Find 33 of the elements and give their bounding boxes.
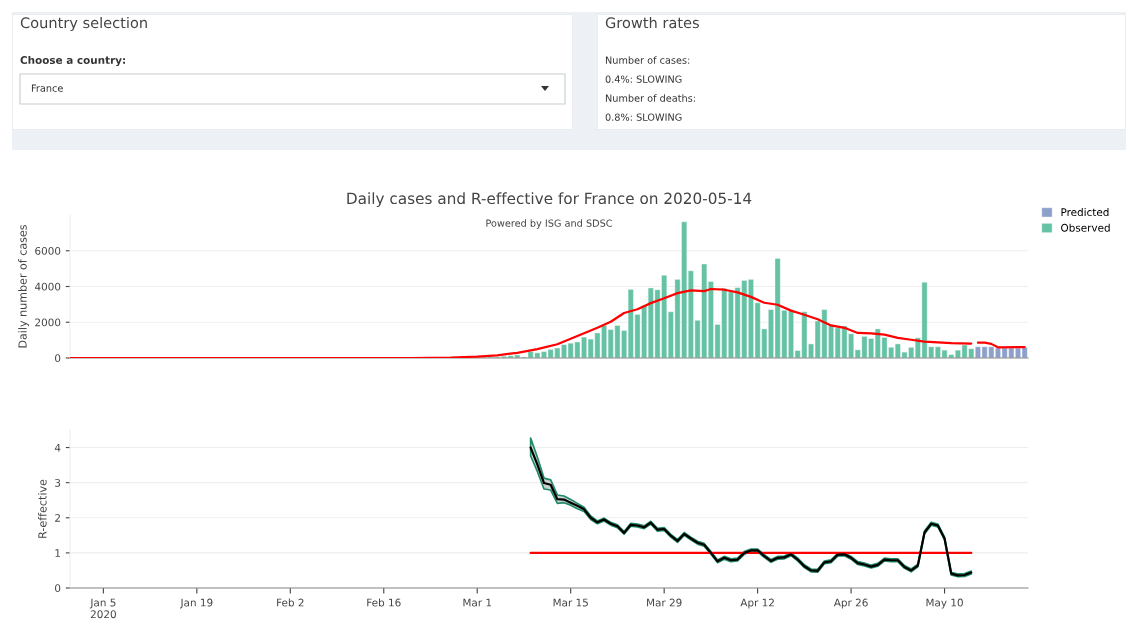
y-tick-label: 2 [55,514,60,522]
x-tick-label: Mar 15 [553,598,588,607]
y-axis-title: R-effective [38,479,47,538]
x-tick-label: Mar 1 [463,598,492,607]
text: Number of cases: [605,56,690,64]
y-tick-label: 6000 [35,246,61,255]
y-axis-title: Daily number of cases [18,224,29,348]
legend-label: Observed [1061,223,1110,232]
x-tick-label: Jan 19 [179,598,213,609]
x-tick-label: Feb 2 [277,598,304,607]
text: Growth rates [605,16,699,29]
text: Choose a country: [20,55,125,67]
x-tick-label: Feb 16 [367,598,401,607]
legend-label: Predicted [1061,208,1109,217]
chart-title: Daily cases and R-effective for France on 2020-05-14 [347,192,752,208]
x-tick-label: Jan 5 2020 [89,598,116,619]
y-tick-label: 0 [55,584,61,593]
x-tick-label: Apr 12 [740,598,774,609]
chart-subtitle: Powered by ISG and SDSC [486,219,613,229]
y-tick-label: 4000 [34,282,61,291]
y-tick-label: 0 [55,354,61,363]
text: Country selection [20,16,147,32]
text: 0.4%: SLOWING [605,75,682,83]
y-tick-label: 2000 [35,318,61,327]
text: Number of deaths: [605,94,695,102]
x-tick-label: May 10 [926,598,963,609]
y-tick-label: 1 [55,549,61,557]
x-tick-label: Apr 26 [833,598,868,609]
y-tick-label: 4 [54,443,61,452]
y-tick-label: 3 [55,478,61,487]
text: 0.8%: SLOWING [605,113,682,121]
text: France [31,84,63,92]
x-tick-label: Mar 29 [647,598,682,607]
